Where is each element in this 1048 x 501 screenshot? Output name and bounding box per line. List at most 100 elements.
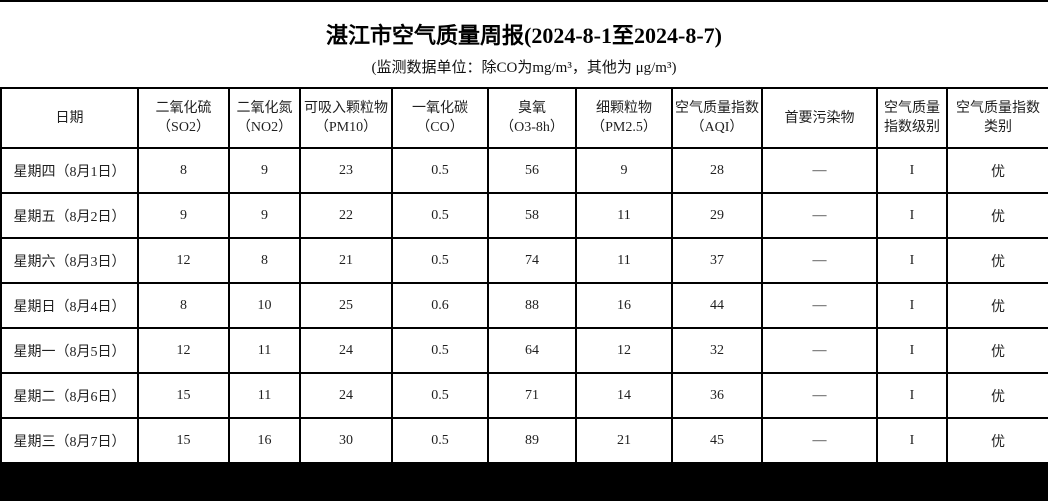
table-header-row: 日期 二氧化硫 （SO2） 二氧化氮 （NO2） 可吸入颗粒物 （PM10） 一氧化碳… (0, 87, 1048, 149)
table-row: 星期四（8月1日） 8 9 23 0.5 56 9 28 — I 优 (0, 147, 1048, 194)
cell-pm25: 21 (575, 417, 673, 464)
report-title: 湛江市空气质量周报(2024-8-1至2024-8-7) (326, 23, 722, 48)
col-header-co: 一氧化碳 （CO） (391, 87, 489, 149)
cell-no2: 8 (228, 237, 301, 284)
cell-date: 星期四（8月1日） (0, 147, 139, 194)
cell-aqi-level: I (876, 417, 948, 464)
cell-pm10: 22 (299, 192, 393, 239)
cell-aqi-category: 优 (946, 282, 1048, 329)
table-row: 星期二（8月6日） 15 11 24 0.5 71 14 36 — I 优 (0, 372, 1048, 419)
cell-aqi-category: 优 (946, 237, 1048, 284)
col-header-aqi-category: 空气质量指数 类别 (946, 87, 1048, 149)
col-header-pm10: 可吸入颗粒物 （PM10） (299, 87, 393, 149)
cell-no2: 11 (228, 327, 301, 374)
col-header-so2: 二氧化硫 （SO2） (137, 87, 230, 149)
cell-o3-8h: 58 (487, 192, 577, 239)
col-header-o3-8h: 臭氧 （O3-8h） (487, 87, 577, 149)
cell-pm25: 9 (575, 147, 673, 194)
cell-so2: 9 (137, 192, 230, 239)
col-header-aqi-level: 空气质量 指数级别 (876, 87, 948, 149)
cell-co: 0.5 (391, 147, 489, 194)
cell-no2: 11 (228, 372, 301, 419)
col-header-aqi: 空气质量指数 （AQI） (671, 87, 763, 149)
cell-aqi-level: I (876, 147, 948, 194)
cell-pm10: 24 (299, 327, 393, 374)
col-header-pm25: 细颗粒物 （PM2.5） (575, 87, 673, 149)
cell-aqi-level: I (876, 237, 948, 284)
cell-o3-8h: 71 (487, 372, 577, 419)
cell-aqi-level: I (876, 192, 948, 239)
cell-primary-pollutant: — (761, 237, 878, 284)
cell-date: 星期三（8月7日） (0, 417, 139, 464)
bottom-black-bar (0, 462, 1048, 501)
cell-no2: 10 (228, 282, 301, 329)
cell-pm25: 16 (575, 282, 673, 329)
cell-o3-8h: 74 (487, 237, 577, 284)
cell-pm10: 25 (299, 282, 393, 329)
cell-pm25: 12 (575, 327, 673, 374)
cell-co: 0.6 (391, 282, 489, 329)
cell-date: 星期日（8月4日） (0, 282, 139, 329)
top-border-line (0, 0, 1048, 2)
cell-aqi-category: 优 (946, 192, 1048, 239)
table-row: 星期三（8月7日） 15 16 30 0.5 89 21 45 — I 优 (0, 417, 1048, 464)
col-header-no2: 二氧化氮 （NO2） (228, 87, 301, 149)
cell-aqi: 28 (671, 147, 763, 194)
cell-pm25: 11 (575, 192, 673, 239)
cell-so2: 15 (137, 372, 230, 419)
cell-aqi-category: 优 (946, 147, 1048, 194)
cell-co: 0.5 (391, 237, 489, 284)
cell-pm10: 21 (299, 237, 393, 284)
table-row: 星期日（8月4日） 8 10 25 0.6 88 16 44 — I 优 (0, 282, 1048, 329)
cell-date: 星期一（8月5日） (0, 327, 139, 374)
cell-no2: 16 (228, 417, 301, 464)
col-header-date: 日期 (0, 87, 139, 149)
cell-so2: 12 (137, 237, 230, 284)
cell-aqi-category: 优 (946, 327, 1048, 374)
air-quality-table: 日期 二氧化硫 （SO2） 二氧化氮 （NO2） 可吸入颗粒物 （PM10） 一氧化碳… (0, 87, 1048, 464)
cell-pm10: 24 (299, 372, 393, 419)
cell-date: 星期五（8月2日） (0, 192, 139, 239)
cell-co: 0.5 (391, 372, 489, 419)
cell-co: 0.5 (391, 192, 489, 239)
cell-so2: 12 (137, 327, 230, 374)
cell-aqi-category: 优 (946, 372, 1048, 419)
cell-o3-8h: 56 (487, 147, 577, 194)
cell-aqi: 32 (671, 327, 763, 374)
cell-date: 星期六（8月3日） (0, 237, 139, 284)
cell-primary-pollutant: — (761, 417, 878, 464)
cell-pm10: 23 (299, 147, 393, 194)
cell-pm25: 14 (575, 372, 673, 419)
cell-aqi-category: 优 (946, 417, 1048, 464)
cell-primary-pollutant: — (761, 192, 878, 239)
cell-aqi-level: I (876, 372, 948, 419)
cell-so2: 8 (137, 282, 230, 329)
cell-aqi: 36 (671, 372, 763, 419)
cell-no2: 9 (228, 192, 301, 239)
cell-co: 0.5 (391, 327, 489, 374)
cell-o3-8h: 64 (487, 327, 577, 374)
cell-aqi-level: I (876, 327, 948, 374)
cell-primary-pollutant: — (761, 147, 878, 194)
cell-aqi: 45 (671, 417, 763, 464)
cell-no2: 9 (228, 147, 301, 194)
cell-o3-8h: 89 (487, 417, 577, 464)
report-units-note: (监测数据单位：除CO为mg/m³，其他为 μg/m³) (371, 60, 677, 76)
cell-so2: 15 (137, 417, 230, 464)
cell-pm10: 30 (299, 417, 393, 464)
col-header-primary-pollutant: 首要污染物 (761, 87, 878, 149)
cell-o3-8h: 88 (487, 282, 577, 329)
cell-aqi: 44 (671, 282, 763, 329)
table-row: 星期一（8月5日） 12 11 24 0.5 64 12 32 — I 优 (0, 327, 1048, 374)
cell-date: 星期二（8月6日） (0, 372, 139, 419)
cell-so2: 8 (137, 147, 230, 194)
cell-primary-pollutant: — (761, 372, 878, 419)
table-row: 星期六（8月3日） 12 8 21 0.5 74 11 37 — I 优 (0, 237, 1048, 284)
table-row: 星期五（8月2日） 9 9 22 0.5 58 11 29 — I 优 (0, 192, 1048, 239)
cell-primary-pollutant: — (761, 282, 878, 329)
cell-pm25: 11 (575, 237, 673, 284)
cell-primary-pollutant: — (761, 327, 878, 374)
cell-co: 0.5 (391, 417, 489, 464)
cell-aqi: 37 (671, 237, 763, 284)
cell-aqi: 29 (671, 192, 763, 239)
